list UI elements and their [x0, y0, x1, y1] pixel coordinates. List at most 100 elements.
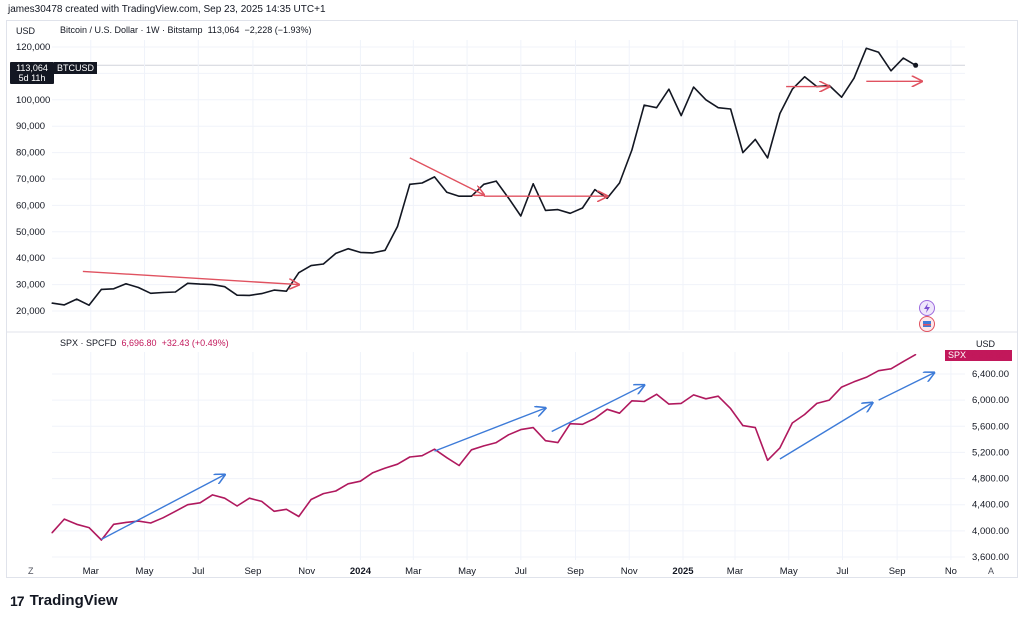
time-axis-label: Jul: [192, 566, 204, 577]
spx-data-point: [828, 399, 830, 401]
btc-symbol-tag: BTCUSD: [54, 62, 98, 74]
spx-data-point: [643, 400, 645, 403]
btc-data-point: [606, 197, 608, 199]
spx-data-point: [372, 472, 374, 474]
spx-data-point: [199, 502, 201, 504]
spx-data-point: [878, 370, 880, 372]
btc-series-line: [51, 47, 917, 307]
blue-trend-arrow: [551, 385, 645, 433]
tradingview-brand: TradingView: [29, 592, 118, 609]
btc-data-point: [162, 291, 164, 294]
time-axis-label: No: [945, 566, 957, 577]
tradingview-logo[interactable]: 17 TradingView: [10, 592, 118, 609]
time-axis-label: Nov: [298, 566, 315, 577]
btc-countdown: 5d 11h: [18, 73, 46, 83]
btc-data-point: [335, 252, 337, 255]
spx-y-tick-label: 3,600.00: [972, 552, 1009, 563]
spx-data-point: [705, 398, 707, 400]
btc-data-point: [544, 209, 547, 212]
btc-data-point: [878, 51, 880, 53]
spx-data-point: [655, 393, 658, 395]
btc-price-tag: 113,064 5d 11h: [10, 62, 54, 84]
btc-data-point: [507, 197, 510, 199]
spx-legend-value: 6,696.80: [121, 338, 157, 348]
btc-data-point: [470, 195, 473, 197]
time-axis-label: Nov: [621, 566, 638, 577]
spx-data-point: [581, 423, 584, 425]
btc-data-point: [754, 138, 756, 140]
spx-data-point: [384, 467, 386, 469]
btc-data-point: [569, 212, 571, 214]
btc-data-point: [310, 264, 312, 267]
spx-y-tick-label: 5,200.00: [972, 447, 1009, 458]
auto-scale-button[interactable]: A: [988, 566, 995, 576]
time-axis-label: May: [780, 566, 798, 577]
btc-data-point: [717, 107, 719, 109]
blue-trend-arrow: [779, 403, 873, 460]
btc-y-tick-label: 120,000: [16, 42, 50, 53]
spx-data-point: [890, 368, 892, 370]
btc-data-point: [359, 251, 362, 253]
btc-y-tick-label: 40,000: [16, 253, 45, 264]
spx-data-point: [347, 483, 349, 485]
btc-data-point: [125, 283, 127, 285]
spx-data-point: [433, 448, 436, 450]
time-axis-label: Sep: [567, 566, 584, 577]
btc-data-point: [88, 304, 90, 306]
btc-data-point: [742, 152, 744, 154]
spx-data-point: [335, 490, 337, 492]
btc-data-point: [841, 96, 843, 98]
btc-data-point: [853, 77, 855, 79]
spx-data-point: [742, 425, 744, 427]
time-axis-label: Sep: [244, 566, 261, 577]
btc-y-tick-label: 80,000: [16, 148, 45, 159]
spx-data-point: [409, 456, 411, 458]
btc-data-point: [224, 286, 226, 288]
btc-data-point: [100, 288, 102, 290]
btc-data-point: [273, 289, 275, 291]
time-axis-label: May: [136, 566, 154, 577]
spx-data-point: [841, 386, 843, 388]
spx-data-point: [754, 426, 756, 429]
btc-data-point: [51, 302, 53, 304]
btc-data-point: [261, 292, 263, 295]
lightning-icon[interactable]: [919, 300, 935, 316]
flag-icon[interactable]: [919, 316, 935, 332]
spx-legend-change: +32.43 (+0.49%): [161, 338, 229, 348]
btc-data-point: [865, 47, 867, 49]
btc-data-point: [483, 183, 485, 185]
btc-data-point: [137, 286, 139, 289]
btc-legend-change: −2,228 (−1.93%): [244, 25, 312, 35]
time-axis-label: May: [458, 566, 476, 577]
btc-data-point: [174, 291, 176, 293]
spx-data-point: [421, 455, 423, 457]
btc-data-point: [655, 107, 658, 109]
time-axis-label: Mar: [727, 566, 743, 577]
spx-data-point: [88, 526, 90, 529]
spx-data-point: [766, 459, 769, 461]
btc-data-point: [902, 57, 904, 59]
btc-data-point: [495, 180, 497, 182]
btc-legend[interactable]: Bitcoin / U.S. Dollar · 1W · Bitstamp 11…: [60, 25, 312, 35]
btc-data-point: [692, 86, 695, 88]
spx-data-point: [483, 445, 485, 447]
spx-legend[interactable]: SPX · SPCFD 6,696.80 +32.43 (+0.49%): [60, 338, 229, 348]
spx-data-point: [779, 447, 781, 449]
spx-data-point: [692, 394, 695, 396]
spx-y-tick-label: 5,600.00: [972, 421, 1009, 432]
time-axis-label: Jul: [515, 566, 527, 577]
red-trend-arrow: [82, 270, 299, 284]
spx-data-point: [507, 434, 510, 436]
btc-data-point: [113, 288, 115, 290]
spx-data-point: [51, 532, 53, 534]
btc-y-tick-label: 70,000: [16, 174, 45, 185]
btc-data-point: [458, 195, 460, 197]
spx-data-point: [125, 521, 127, 523]
btc-y-tick-label: 50,000: [16, 227, 45, 238]
btc-data-point: [766, 157, 769, 159]
spx-data-point: [248, 497, 251, 499]
spx-data-point: [458, 464, 460, 467]
spx-data-point: [174, 510, 176, 512]
timezone-left-button[interactable]: Z: [28, 566, 34, 576]
